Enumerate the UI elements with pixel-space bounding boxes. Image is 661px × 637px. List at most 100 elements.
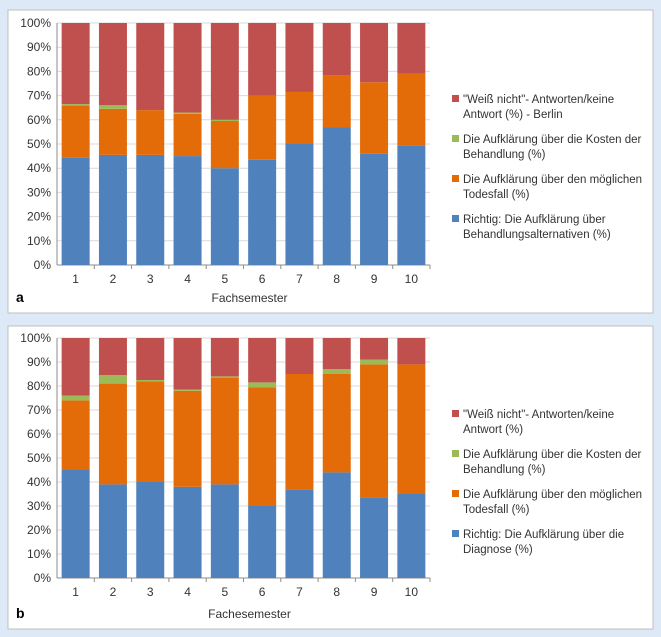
panel-b-legend: "Weiß nicht"- Antworten/keine Antwort (%)…	[452, 409, 642, 556]
panel-a-legend-swatch	[452, 175, 459, 182]
panel-b-bar-cat10-series2	[397, 364, 426, 494]
panel-b-xlabel: Fachesemester	[208, 607, 291, 621]
panel-a-bar-cat10-series4	[397, 23, 426, 74]
panel-b-bar-cat3-series3	[136, 380, 165, 382]
panel-a-legend-text: Behandlung (%)	[463, 149, 546, 161]
panel-b-bar-cat4-series4	[173, 338, 202, 390]
panel-b-y-tick-label: 60%	[27, 427, 51, 441]
panel-b-bar-cat4-series3	[173, 389, 202, 391]
panel-b-y-tick-label: 20%	[27, 523, 51, 537]
panel-b-bar-cat5-series2	[210, 377, 239, 485]
panel-b-bar-cat2-series3	[98, 375, 127, 384]
panel-b-bar-cat6-series3	[248, 382, 277, 388]
panel-a-bar-cat8-series4	[322, 23, 351, 76]
panel-a-x-tick-label: 8	[333, 272, 340, 286]
panel-a-bar-cat4-series4	[173, 23, 202, 113]
panel-a-bar-cat10-series2	[397, 73, 426, 146]
panel-b-bar-cat9-series1	[360, 497, 389, 578]
panel-a-y-tick-label: 90%	[27, 40, 51, 54]
panel-a-legend-text: Die Aufklärung über die Kosten der	[463, 134, 642, 146]
panel-b-bar-cat5-series1	[210, 484, 239, 578]
panel-b-legend-text: Antwort (%)	[463, 424, 523, 436]
panel-a-legend-text: Richtig: Die Aufklärung über	[463, 214, 606, 226]
panel-b-label: b	[16, 605, 25, 621]
panel-b-bar-cat8-series3	[322, 369, 351, 374]
panel-a-y-tick-label: 40%	[27, 161, 51, 175]
panel-b-legend-text: Diagnose (%)	[463, 544, 533, 556]
panel-b-bar-cat3-series2	[136, 381, 165, 482]
panel-b-bar-cat7-series2	[285, 374, 314, 490]
panel-a-x-tick-label: 4	[184, 272, 191, 286]
panel-b-x-tick-label: 6	[259, 585, 266, 599]
panel-a-y-tick-label: 80%	[27, 64, 51, 78]
panel-b-y-tick-label: 50%	[27, 451, 51, 465]
panel-b-bar-cat6-series1	[248, 506, 277, 578]
panel-b-bar-cat1-series4	[61, 338, 90, 396]
panel-a-legend-swatch	[452, 135, 459, 142]
panel-b-bar-cat4-series1	[173, 486, 202, 578]
panel-b-bar-cat1-series2	[61, 400, 90, 470]
panel-a-x-tick-label: 1	[72, 272, 79, 286]
panel-b-bar-cat8-series4	[322, 338, 351, 370]
panel-b-y-tick-label: 10%	[27, 547, 51, 561]
panel-a-y-tick-label: 70%	[27, 89, 51, 103]
panel-b-bar-cat9-series2	[360, 364, 389, 498]
panel-b-legend-swatch	[452, 530, 459, 537]
panel-a-bar-cat4-series1	[173, 156, 202, 265]
panel-a-x-tick-label: 10	[405, 272, 419, 286]
panel-a-y-tick-label: 10%	[27, 234, 51, 248]
panel-a-bar-cat3-series2	[136, 110, 165, 155]
panel-a-bar-cat1-series4	[61, 23, 90, 105]
panel-a-y-tick-label: 30%	[27, 185, 51, 199]
panel-b-y-tick-label: 0%	[34, 571, 52, 585]
panel-a-x-tick-label: 9	[371, 272, 378, 286]
panel-b-bar-cat7-series4	[285, 338, 314, 374]
panel-a-y-tick-label: 20%	[27, 210, 51, 224]
panel-a-y-tick-label: 100%	[20, 16, 51, 30]
panel-a-y-tick-label: 60%	[27, 113, 51, 127]
panel-a-bar-cat5-series1	[210, 168, 239, 265]
panel-b-bar-cat5-series4	[210, 338, 239, 377]
panel-a-bar-cat8-series2	[322, 75, 351, 128]
panel-a-bar-cat7-series2	[285, 91, 314, 144]
panel-a-bar-cat10-series1	[397, 145, 426, 265]
panel-a-bar-cat6-series1	[248, 159, 277, 265]
panel-a-bar-cat7-series4	[285, 23, 314, 92]
panel-a-bar-cat4-series2	[173, 113, 202, 157]
panel-a-bar-cat9-series2	[360, 82, 389, 154]
panel-a: 0% 10% 20% 30% 40% 50% 60% 70% 80% 90% 100% 1 2 3 4 5 6 7…	[7, 9, 654, 314]
panel-b-legend-swatch	[452, 450, 459, 457]
panel-a-legend-text: "Weiß nicht"- Antworten/keine	[463, 94, 614, 106]
panel-a-bar-cat5-series2	[210, 121, 239, 169]
panel-b-bar-cat1-series1	[61, 470, 90, 578]
panel-a-label: a	[16, 289, 24, 305]
panel-a-bar-cat5-series4	[210, 23, 239, 120]
panel-b-x-tick-label: 1	[72, 585, 79, 599]
panel-a-bar-cat1-series2	[61, 105, 90, 158]
panel-a-bar-cat6-series2	[248, 95, 277, 160]
panel-a-plot-area: 0% 10% 20% 30% 40% 50% 60% 70% 80% 90% 100% 1 2 3 4 5 6 7…	[20, 16, 431, 286]
panel-a-bar-cat9-series1	[360, 153, 389, 265]
panel-b-x-tick-label: 5	[222, 585, 229, 599]
panel-b-x-tick-label: 9	[371, 585, 378, 599]
panel-b-legend-text: Die Aufklärung über die Kosten der	[463, 449, 642, 461]
panel-a-legend-text: Die Aufklärung über den möglichen	[463, 174, 642, 186]
panel-a-x-tick-label: 7	[296, 272, 303, 286]
panel-b-y-tick-label: 40%	[27, 475, 51, 489]
panel-b-x-tick-label: 7	[296, 585, 303, 599]
panel-b-bar-cat10-series1	[397, 494, 426, 578]
panel-b-y-tick-label: 90%	[27, 355, 51, 369]
panel-b: 0% 10% 20% 30% 40% 50% 60% 70% 80% 90% 100% 1 2 3 4 5 6 7…	[7, 325, 654, 630]
panel-b-bar-cat8-series2	[322, 374, 351, 473]
panel-b-y-tick-label: 70%	[27, 403, 51, 417]
panel-a-bar-cat6-series4	[248, 23, 277, 96]
panel-b-x-tick-label: 4	[184, 585, 191, 599]
panel-a-x-tick-label: 2	[110, 272, 117, 286]
panel-a-bar-cat2-series3	[98, 105, 127, 109]
panel-a-bar-cat7-series1	[285, 144, 314, 265]
panel-a-x-tick-label: 3	[147, 272, 154, 286]
panel-b-bar-cat3-series1	[136, 482, 165, 578]
panel-b-legend-swatch	[452, 490, 459, 497]
panel-b-bar-cat10-series4	[397, 338, 426, 365]
